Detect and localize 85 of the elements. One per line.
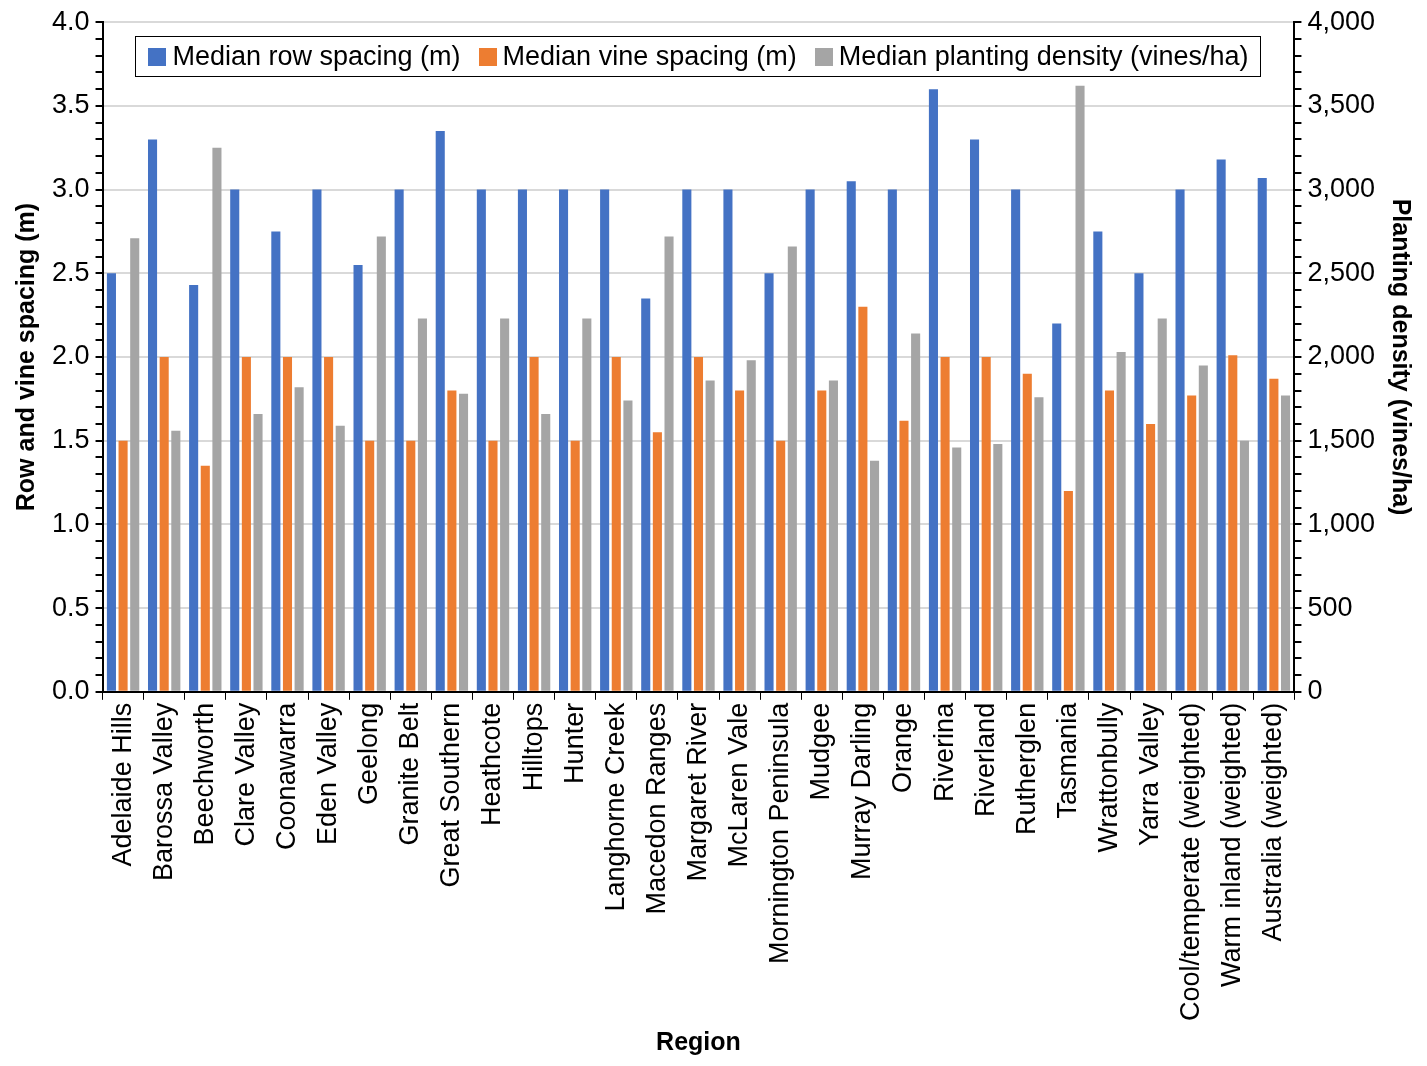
y-axis-title: Row and vine spacing (m) — [10, 202, 39, 512]
x-tick-label: Clare Valley — [229, 702, 260, 847]
x-tick-label: Riverina — [928, 701, 959, 802]
y-tick-label: 3.5 — [51, 89, 90, 120]
x-tick-label: Wrattonbully — [1092, 702, 1123, 853]
bar — [600, 189, 610, 691]
bar — [1063, 490, 1073, 691]
x-tick-label: Margaret River — [681, 702, 712, 882]
x-tick-label: Mornington Peninsula — [764, 701, 795, 965]
bar — [148, 139, 158, 691]
y2-tick-label: 500 — [1307, 591, 1353, 622]
y-tick-label: 1.0 — [51, 507, 90, 538]
bar — [559, 189, 569, 691]
y2-tick-label: 3,500 — [1307, 89, 1376, 120]
bar — [212, 147, 222, 691]
bar — [928, 89, 938, 691]
x-tick-label: Warm inland (weighted) — [1216, 702, 1247, 987]
y2-axis-title: Planting density (vines/ha) — [1388, 198, 1417, 516]
bar — [476, 189, 486, 691]
x-tick-label: Adelaide Hills — [106, 702, 137, 867]
x-tick-label: Beechworth — [188, 702, 219, 846]
x-tick-label: Murray Darling — [846, 702, 877, 880]
y2-tick-label: 1,000 — [1307, 507, 1376, 538]
y-tick-label: 2.5 — [51, 256, 90, 287]
x-tick-label: Mudgee — [805, 702, 836, 801]
bar — [271, 231, 281, 691]
legend-label: Median vine spacing (m) — [502, 41, 797, 73]
bar — [723, 189, 733, 691]
x-tick-label: Hilltops — [517, 702, 548, 792]
y2-tick-label: 1,500 — [1307, 424, 1376, 455]
y-tick-label: 2.0 — [51, 340, 90, 371]
bar — [517, 189, 527, 691]
bar — [1216, 159, 1226, 691]
bar — [1175, 189, 1185, 691]
x-tick-label: Tasmania — [1051, 701, 1082, 819]
x-tick-label: Great Southern — [435, 702, 466, 888]
bar — [435, 131, 445, 691]
y2-tick-label: 0 — [1307, 675, 1323, 706]
y-tick-label: 0.5 — [51, 591, 90, 622]
y-tick-label: 3.0 — [51, 173, 90, 204]
y-tick-label: 4.0 — [51, 5, 90, 36]
x-tick-label: Riverland — [969, 702, 1000, 817]
bar — [106, 273, 116, 691]
x-tick-label: Macedon Ranges — [640, 702, 671, 915]
y2-tick-label: 2,500 — [1307, 256, 1376, 287]
y-tick-label: 1.5 — [51, 424, 90, 455]
x-tick-label: Granite Belt — [394, 702, 425, 846]
x-tick-label: Hunter — [558, 702, 589, 784]
bar — [1257, 177, 1267, 691]
bar — [1052, 323, 1062, 691]
text: 0.0 — [51, 675, 90, 706]
legend-label: Median planting density (vines/ha) — [838, 41, 1249, 73]
bar — [970, 139, 980, 691]
x-tick-label: Yarra Valley — [1134, 702, 1165, 846]
y2-tick-label: 3,000 — [1307, 173, 1376, 204]
x-tick-label: Langhorne Creek — [599, 702, 630, 912]
bar — [805, 189, 815, 691]
x-tick-label: Heathcote — [476, 702, 507, 826]
bar — [394, 189, 404, 691]
x-axis-title: Region — [656, 1026, 741, 1055]
bar — [764, 273, 774, 691]
bar — [887, 189, 897, 691]
x-tick-label: Cool/temperate (weighted) — [1175, 702, 1206, 1022]
bar — [641, 298, 651, 691]
x-tick-label: Barossa Valley — [147, 702, 178, 881]
x-tick-label: Eden Valley — [312, 702, 343, 845]
y2-tick-label: 4,000 — [1307, 5, 1376, 36]
bar — [1093, 231, 1103, 691]
bar — [353, 264, 363, 691]
legend-label: Median row spacing (m) — [172, 41, 461, 73]
x-tick-label: Rutherglen — [1010, 702, 1041, 835]
bar — [1075, 85, 1085, 691]
bar — [1011, 189, 1021, 691]
bar — [189, 285, 199, 691]
x-tick-label: McLaren Vale — [723, 702, 754, 868]
x-tick-label: Coonawarra — [270, 701, 301, 850]
x-tick-label: Australia (weighted) — [1257, 702, 1288, 942]
y2-tick-label: 2,000 — [1307, 340, 1376, 371]
bar — [846, 181, 856, 691]
x-tick-label: Orange — [887, 702, 918, 793]
bar — [1134, 273, 1144, 691]
bar — [682, 189, 692, 691]
bar — [312, 189, 322, 691]
x-tick-label: Geelong — [353, 702, 384, 805]
bar — [230, 189, 240, 691]
